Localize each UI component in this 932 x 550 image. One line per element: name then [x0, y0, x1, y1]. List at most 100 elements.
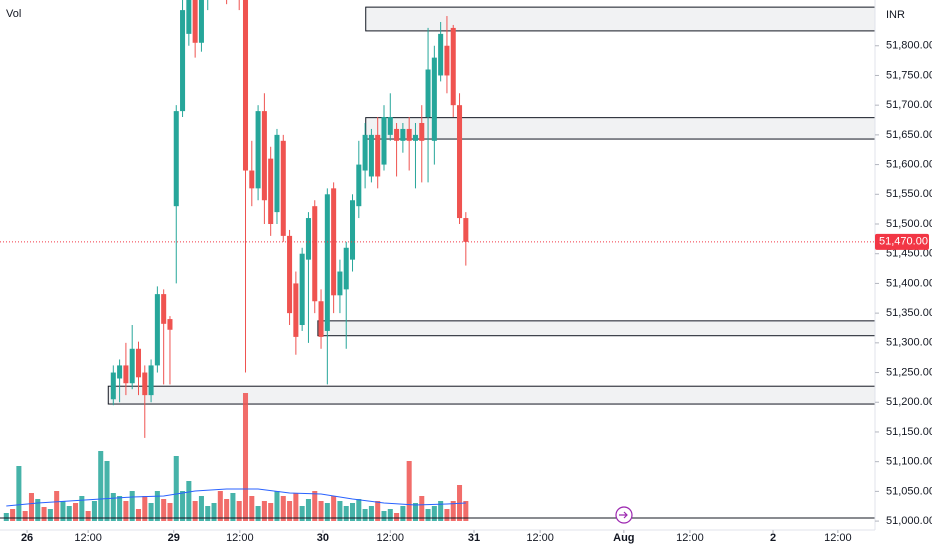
candle-body [186, 0, 192, 34]
volume-bar [236, 501, 242, 521]
volume-bar [394, 513, 400, 521]
volume-bar [444, 509, 450, 521]
volume-bar [117, 496, 123, 521]
candle-body [142, 372, 148, 396]
zone [365, 6, 875, 32]
candle-body [154, 294, 160, 366]
candle-body [457, 105, 463, 219]
zone [365, 117, 875, 140]
volume-bar [324, 503, 330, 521]
candle-body [123, 365, 129, 384]
volume-bar [224, 499, 230, 521]
candle-body [356, 164, 362, 207]
volume-bar [3, 513, 9, 521]
volume-bar [280, 496, 286, 521]
candle-body [148, 365, 154, 396]
x-tick-label: 26 [21, 532, 33, 544]
volume-bar [331, 496, 337, 521]
x-tick-label: 12:00 [824, 532, 852, 544]
volume-bar [161, 499, 167, 521]
y-tick-label: 51,150.00 [886, 426, 932, 438]
x-tick-label: Aug [613, 532, 634, 544]
volume-bar [400, 506, 406, 521]
volume-bar [425, 509, 431, 521]
candle-body [387, 117, 393, 135]
candle-body [375, 134, 381, 177]
x-tick-label: 12:00 [526, 532, 554, 544]
volume-bar [242, 393, 249, 521]
y-tick-label: 51,800.00 [886, 40, 932, 52]
volume-bar [312, 491, 318, 521]
volume-bar [387, 509, 393, 521]
candle-body [249, 170, 255, 189]
volume-bar [16, 466, 22, 521]
candle-body [463, 218, 469, 242]
candle-body [343, 247, 349, 290]
volume-bar [123, 501, 129, 521]
volume-ma-line [6, 488, 466, 507]
candle-body [318, 301, 324, 337]
candle-body [450, 27, 456, 106]
volume-bar [261, 501, 267, 521]
volume-bar [375, 501, 381, 521]
volume-bar [343, 506, 349, 521]
volume-bar [463, 501, 469, 521]
volume-bar [362, 509, 368, 521]
candle-body [444, 45, 450, 76]
goto-realtime-icon[interactable] [615, 506, 633, 524]
y-tick-label: 51,250.00 [886, 366, 932, 378]
candle-body [425, 69, 431, 118]
volume-bar [419, 496, 425, 521]
volume-bar [412, 503, 418, 521]
volume-bar [318, 501, 324, 521]
volume-bar [66, 506, 72, 521]
volume-bar [41, 507, 47, 521]
y-tick-label: 51,000.00 [886, 515, 932, 527]
volume-bar [85, 511, 91, 521]
candle-body [362, 134, 368, 171]
volume-bar [98, 451, 104, 521]
candle-body [312, 206, 318, 302]
candle-body [173, 111, 179, 207]
candle-body [274, 134, 280, 213]
volume-bar [255, 506, 261, 521]
y-tick-label: 51,400.00 [886, 277, 932, 289]
y-tick-label: 51,750.00 [886, 69, 932, 81]
candle-body [394, 128, 400, 141]
volume-bar [249, 496, 255, 521]
candle-body [242, 0, 249, 171]
volume-bar [205, 506, 211, 521]
y-tick-label: 51,300.00 [886, 337, 932, 349]
volume-bar [192, 501, 198, 521]
candle-body [337, 271, 343, 296]
volume-bar [60, 501, 66, 521]
y-tick-label: 51,500.00 [886, 218, 932, 230]
candle-body [255, 111, 261, 189]
last-price-box [875, 233, 929, 250]
candle-body [167, 319, 173, 330]
volume-bar [368, 506, 374, 521]
volume-bar [35, 499, 41, 521]
volume-bar [47, 509, 53, 521]
x-tick-label: 12:00 [676, 532, 704, 544]
volume-bar [450, 501, 456, 521]
volume-bar [154, 491, 160, 521]
candle-body [180, 10, 186, 112]
volume-bar [211, 503, 217, 521]
volume-bar [129, 491, 135, 521]
candle-body [261, 111, 267, 201]
volume-bar [167, 503, 173, 521]
candle-body [287, 235, 293, 314]
volume-bar [337, 501, 343, 521]
currency-label: INR [886, 9, 905, 21]
volume-bar [180, 491, 186, 521]
candle-body [438, 33, 444, 76]
volume-bar [438, 501, 444, 521]
volume-bar [274, 491, 280, 521]
candle-body [299, 253, 305, 326]
candle-body [412, 134, 418, 141]
volume-bar [10, 509, 16, 521]
